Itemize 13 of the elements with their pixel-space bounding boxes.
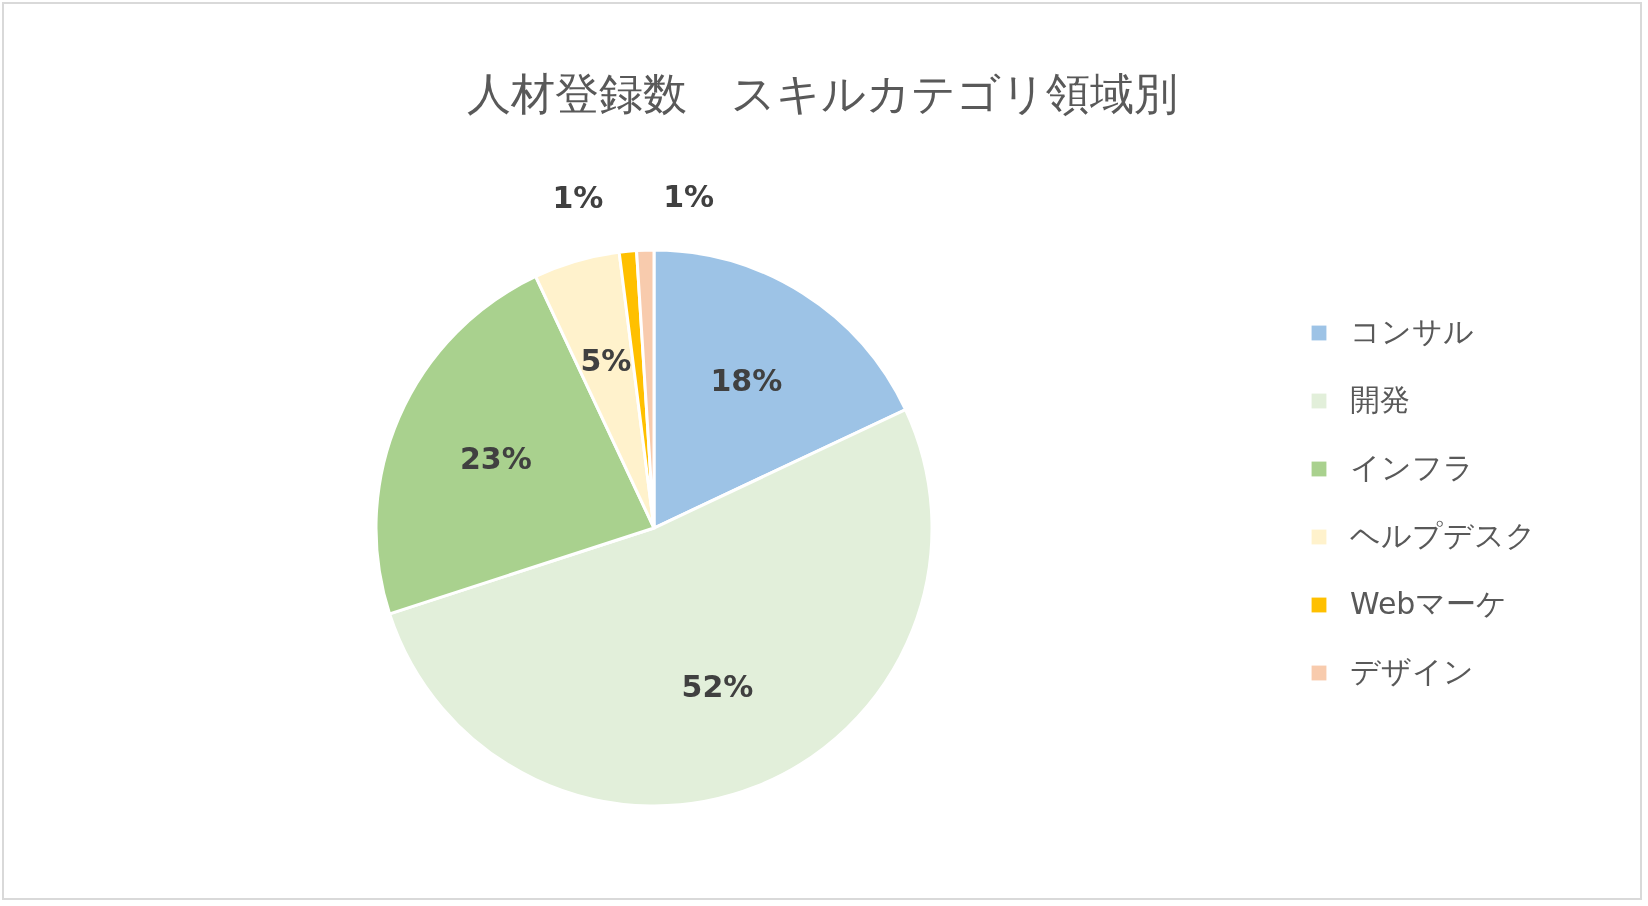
data-label: 1% xyxy=(552,180,604,216)
chart-title: 人材登録数 スキルカテゴリ領域別 xyxy=(466,68,1178,119)
data-label: 1% xyxy=(663,179,715,215)
legend-label: ヘルプデスク xyxy=(1350,518,1536,553)
data-label: 5% xyxy=(580,343,632,379)
legend-label: Webマーケ xyxy=(1350,586,1508,621)
legend-label: 開発 xyxy=(1350,382,1410,417)
legend-label: コンサル xyxy=(1350,314,1474,349)
legend-label: インフラ xyxy=(1350,450,1474,485)
data-label: 23% xyxy=(459,440,532,476)
data-label: 18% xyxy=(710,363,783,399)
legend-label: デザイン xyxy=(1350,654,1474,689)
data-label: 52% xyxy=(681,669,754,705)
